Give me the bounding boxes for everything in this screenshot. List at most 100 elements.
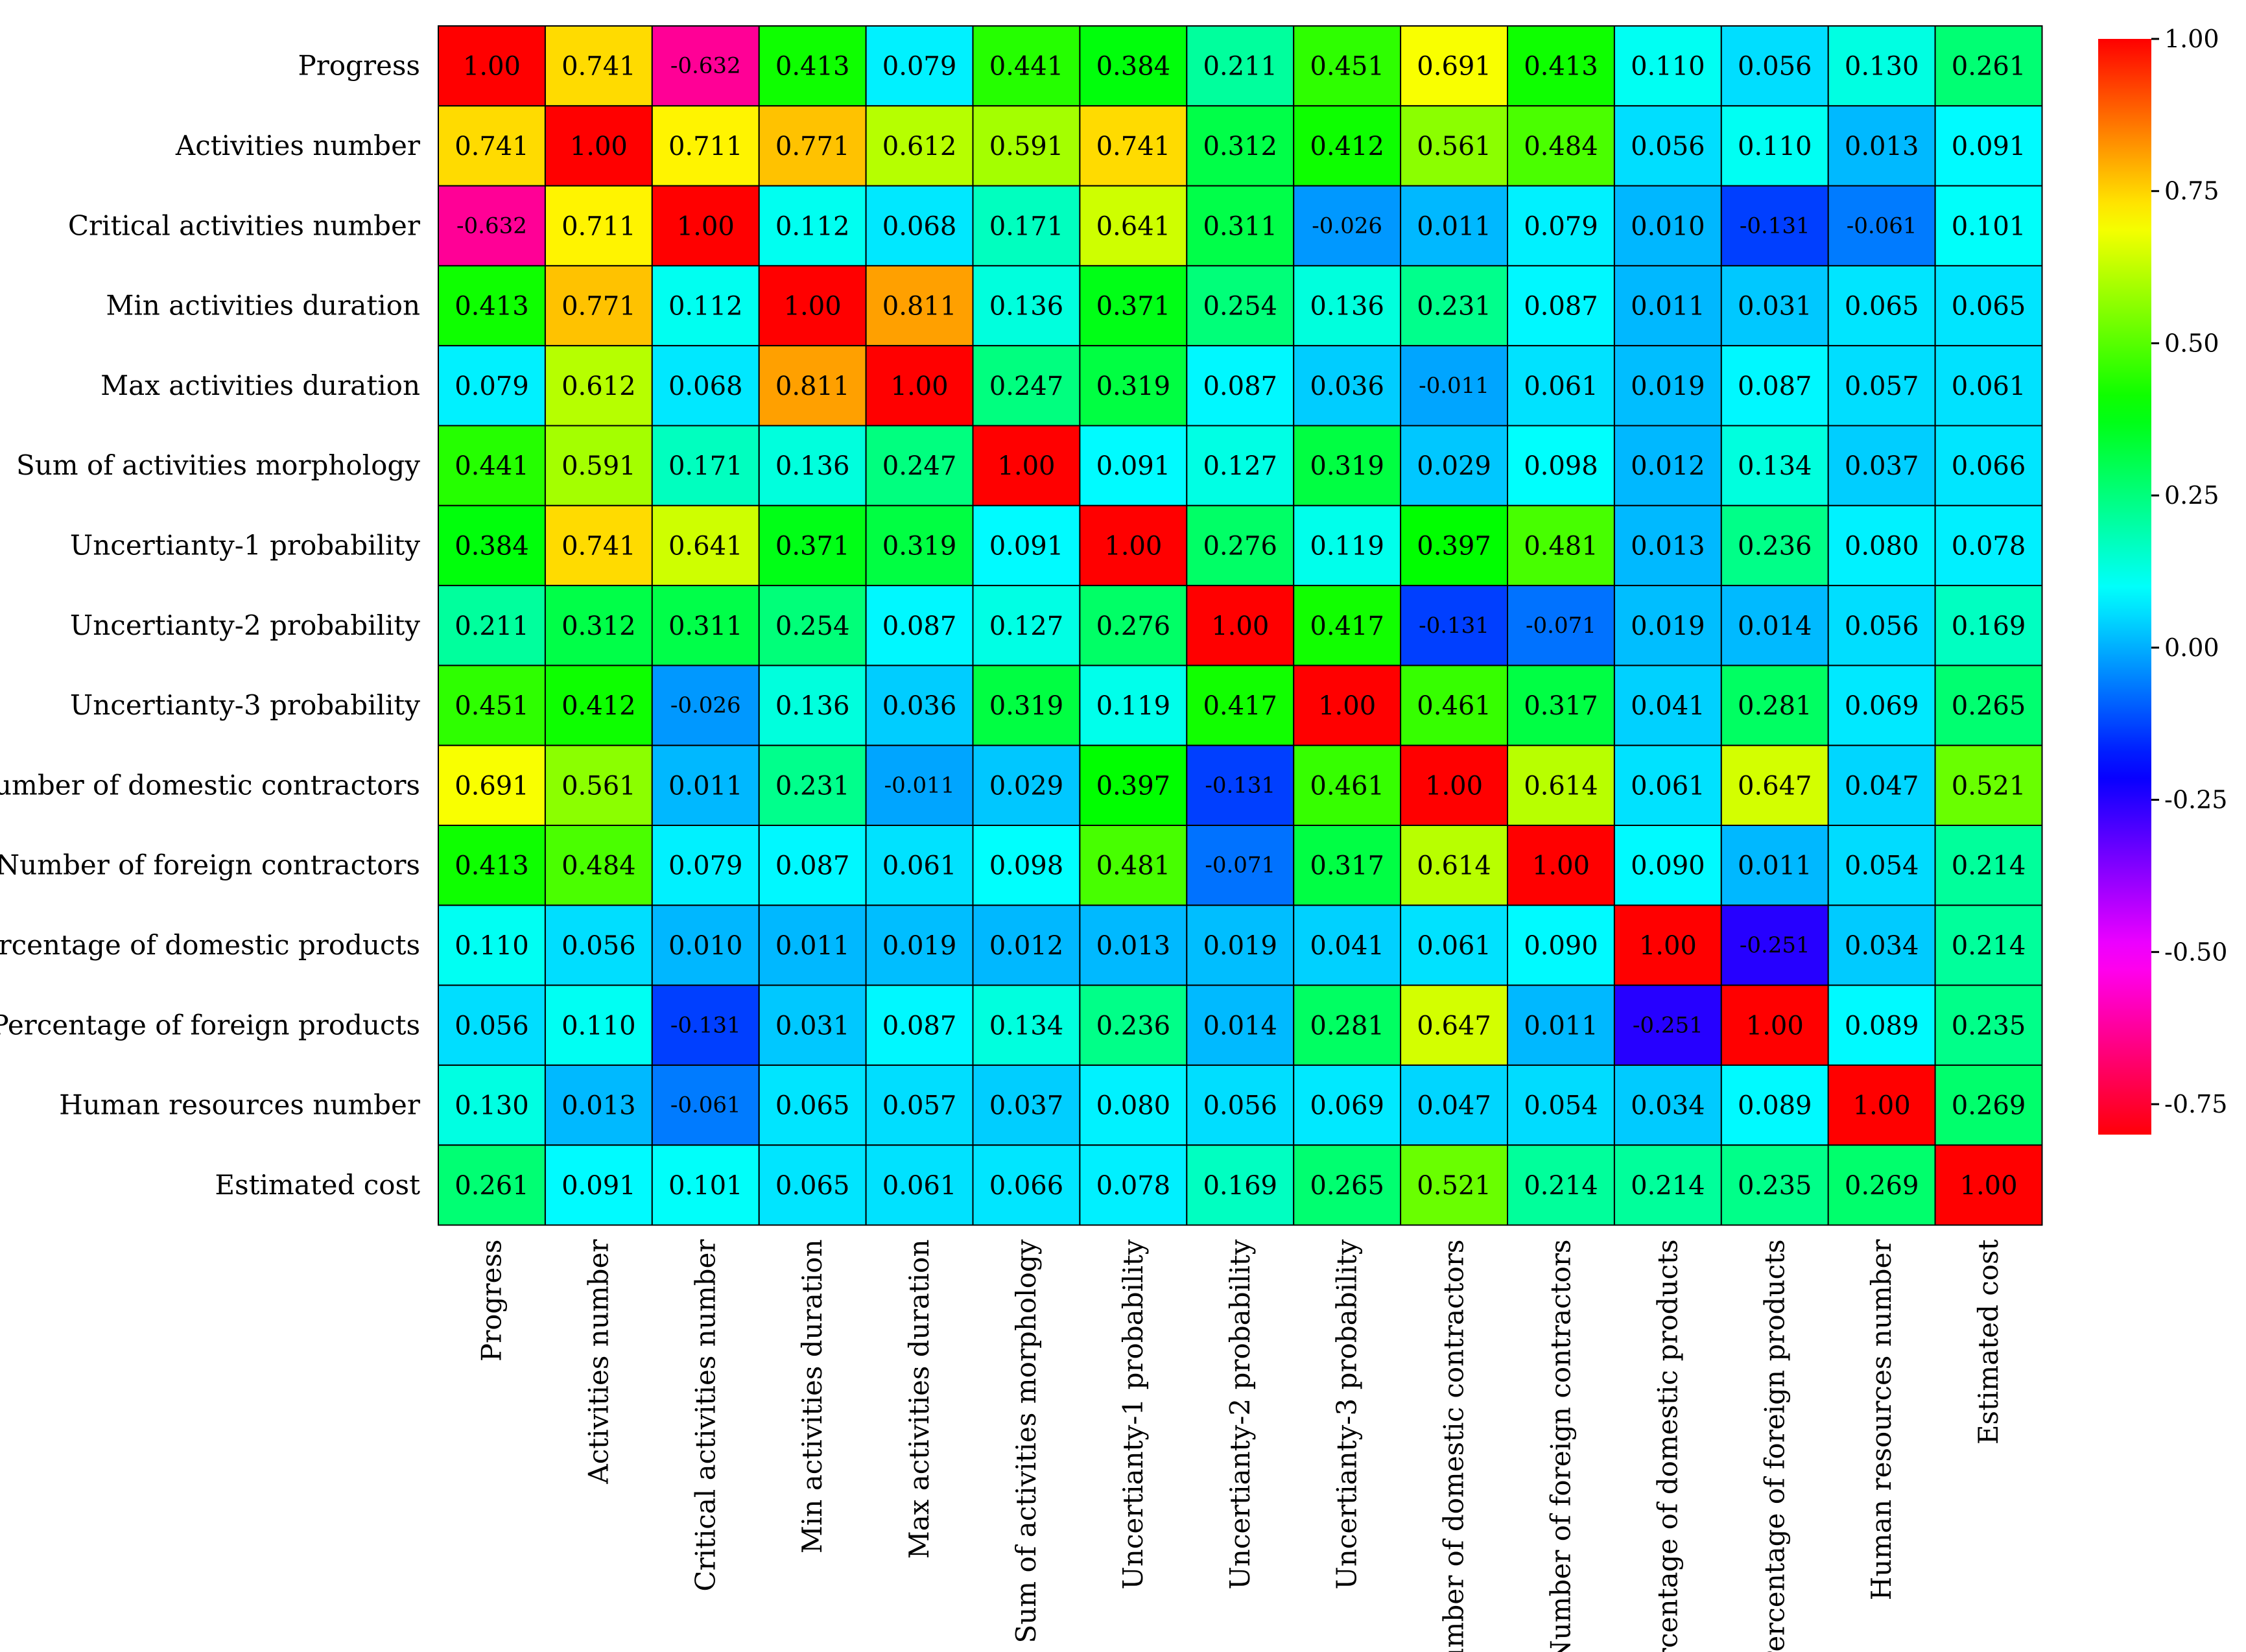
heatmap-cell: [1186, 1144, 1295, 1226]
cell-value-label: 0.171: [989, 211, 1064, 241]
cell-value-label: 0.417: [1310, 611, 1384, 641]
cell-value-label: 1.00: [997, 451, 1055, 481]
cell-value-label: -0.071: [1526, 613, 1596, 639]
cell-value-label: 0.136: [989, 292, 1064, 322]
cell-value-label: 0.647: [1738, 771, 1812, 801]
colorbar-tick-label: -0.75: [2164, 1090, 2227, 1118]
column-label: Number of foreign contractors: [1544, 1240, 1576, 1652]
cell-value-label: 0.130: [1845, 52, 1919, 82]
cell-value-label: 0.036: [882, 691, 957, 721]
heatmap-cell: [1293, 345, 1402, 427]
heatmap-cell: [1186, 744, 1295, 826]
cell-value-label: 0.031: [1738, 292, 1812, 322]
heatmap-cell: [651, 1144, 760, 1226]
row-label: Uncertianty-1 probability: [70, 529, 420, 561]
cell-value-label: 0.061: [1952, 372, 2026, 401]
cell-value-label: 1.00: [1639, 931, 1697, 961]
heatmap-cell: [1293, 425, 1402, 506]
heatmap-cell: [972, 265, 1081, 347]
colorbar-tick-label: 0.50: [2164, 329, 2219, 357]
cell-value-label: 1.00: [1746, 1011, 1804, 1041]
heatmap-cell: [1400, 425, 1509, 506]
cell-value-label: 0.061: [882, 1171, 957, 1201]
heatmap-cell: [438, 105, 546, 187]
cell-value-label: 0.741: [455, 132, 529, 161]
colorbar-tick-label: 1.00: [2164, 25, 2219, 53]
row-label: Max activities duration: [100, 370, 420, 401]
heatmap-cell: [438, 984, 546, 1066]
heatmap-cell: [972, 25, 1081, 107]
heatmap-cell: [1507, 1144, 1615, 1226]
cell-value-label: 0.134: [1738, 451, 1812, 481]
heatmap-cell: [544, 265, 653, 347]
colorbar-tick-label: -0.50: [2164, 938, 2227, 966]
cell-value-label: 0.691: [1417, 52, 1491, 82]
cell-value-label: 0.561: [562, 771, 636, 801]
cell-value-label: 0.741: [562, 52, 636, 82]
heatmap-cell: [1186, 105, 1295, 187]
heatmap-cell: [651, 744, 760, 826]
cell-value-label: 0.019: [1631, 611, 1705, 641]
cell-value-label: 0.235: [1952, 1011, 2026, 1041]
row-label: Activities number: [175, 130, 421, 161]
cell-value-label: 0.054: [1845, 851, 1919, 881]
heatmap-cell: [758, 345, 867, 427]
cell-value-label: 0.047: [1417, 1091, 1491, 1121]
cell-value-label: 0.069: [1845, 691, 1919, 721]
heatmap-cell: [1507, 1064, 1615, 1146]
heatmap-cell: [1507, 665, 1615, 746]
heatmap-cell: [865, 185, 974, 266]
cell-value-label: 0.011: [668, 771, 743, 801]
heatmap-cell: [758, 825, 867, 906]
heatmap-cell: [438, 825, 546, 906]
heatmap-cell: [1507, 904, 1615, 986]
cell-value-label: 0.078: [1096, 1171, 1171, 1201]
heatmap-cell: [1720, 904, 1829, 986]
cell-value-label: 0.080: [1845, 531, 1919, 561]
cell-value-label: 0.110: [1738, 132, 1812, 161]
cell-value-label: -0.251: [1740, 932, 1810, 958]
cell-value-label: 0.090: [1631, 851, 1705, 881]
heatmap-cell: [1613, 1064, 1722, 1146]
cell-value-label: 1.00: [1211, 611, 1269, 641]
heatmap-cell: [1507, 744, 1615, 826]
cell-value-label: 1.00: [1960, 1171, 2018, 1201]
heatmap-cell: [1720, 1144, 1829, 1226]
row-label: Min activities duration: [106, 290, 420, 322]
heatmap-cell: [651, 25, 760, 107]
cell-value-label: 0.612: [562, 372, 636, 401]
heatmap-cell: [972, 185, 1081, 266]
heatmap-cell: [1400, 825, 1509, 906]
cell-value-label: 0.013: [1096, 931, 1171, 961]
cell-value-label: -0.026: [670, 692, 741, 718]
cell-value-label: 0.091: [1952, 132, 2026, 161]
cell-value-label: 0.136: [775, 691, 850, 721]
cell-value-label: 0.136: [775, 451, 850, 481]
row-label: Critical activities number: [68, 209, 421, 241]
cell-value-label: -0.071: [1205, 853, 1275, 879]
heatmap-cell: [1293, 265, 1402, 347]
heatmap-cells: 1.00 0.741 -0.632 0.413 0.079 0.441 0.384 0.211…: [438, 25, 2043, 1226]
heatmap-cell: [1827, 265, 1936, 347]
heatmap-cell: [1507, 265, 1615, 347]
cell-value-label: -0.011: [1419, 373, 1489, 399]
cell-value-label: 0.319: [882, 531, 957, 561]
cell-value-label: 1.00: [1853, 1091, 1911, 1121]
column-label: Estimated cost: [1972, 1239, 2004, 1445]
cell-value-label: -0.131: [670, 1012, 741, 1038]
heatmap-cell: [651, 585, 760, 667]
cell-value-label: 0.134: [989, 1011, 1064, 1041]
cell-value-label: 0.011: [1631, 292, 1705, 322]
cell-value-label: -0.011: [884, 772, 955, 798]
cell-value-label: -0.632: [670, 53, 741, 79]
cell-value-label: 0.641: [1096, 211, 1171, 241]
cell-value-label: 0.413: [455, 292, 529, 322]
cell-value-label: 0.397: [1096, 771, 1171, 801]
colorbar-tick-label: 0.25: [2164, 481, 2219, 510]
cell-value-label: -0.061: [1847, 213, 1917, 239]
cell-value-label: 0.054: [1524, 1091, 1598, 1121]
heatmap-cell: [865, 504, 974, 587]
heatmap-cell: [972, 105, 1081, 187]
cell-value-label: 0.091: [562, 1171, 636, 1201]
heatmap-cell: [1186, 425, 1295, 506]
